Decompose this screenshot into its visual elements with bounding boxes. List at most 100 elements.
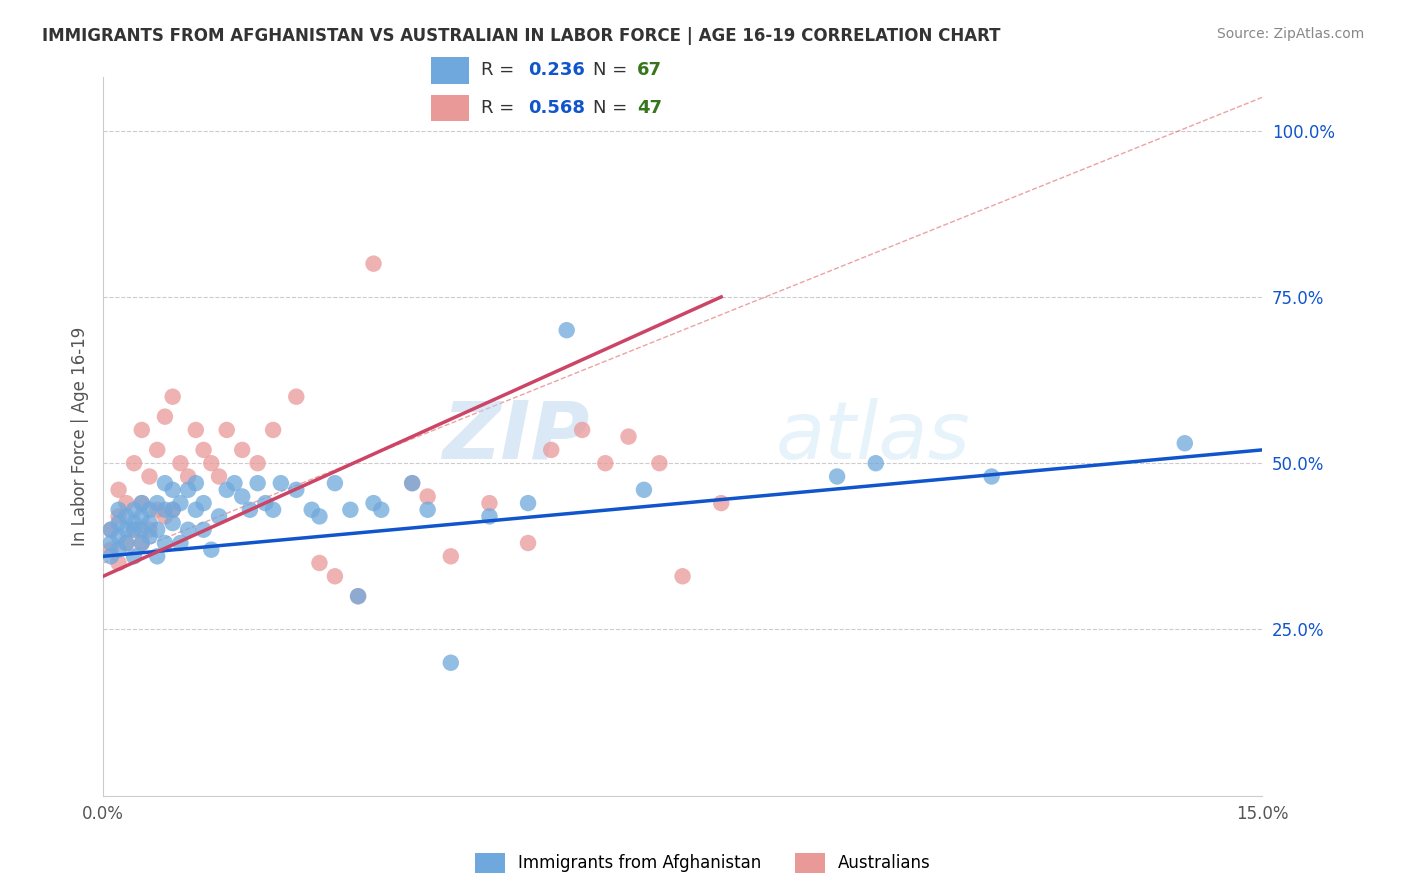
Point <box>100 523 122 537</box>
Point <box>122 502 145 516</box>
Point <box>115 536 138 550</box>
Point <box>200 542 222 557</box>
Point <box>107 516 129 530</box>
Point <box>107 502 129 516</box>
Point <box>138 516 160 530</box>
Point <box>162 390 184 404</box>
Point <box>138 502 160 516</box>
Point <box>440 656 463 670</box>
Bar <box>430 57 470 84</box>
Text: 67: 67 <box>637 62 662 79</box>
Point <box>115 523 138 537</box>
Point <box>595 456 617 470</box>
Point <box>339 502 361 516</box>
Point <box>323 569 346 583</box>
Text: Source: ZipAtlas.com: Source: ZipAtlas.com <box>1216 27 1364 41</box>
Point <box>370 502 392 516</box>
Text: 0.568: 0.568 <box>529 99 585 117</box>
Point <box>1174 436 1197 450</box>
Point <box>153 502 176 516</box>
Point <box>308 509 330 524</box>
Point <box>980 469 1002 483</box>
Point <box>825 469 848 483</box>
Point <box>671 569 693 583</box>
Point <box>262 423 284 437</box>
Point <box>308 556 330 570</box>
Point <box>193 442 215 457</box>
Point <box>107 529 129 543</box>
Point <box>131 423 153 437</box>
Point <box>323 476 346 491</box>
Point <box>239 502 262 516</box>
Point <box>571 423 593 437</box>
Point <box>231 490 253 504</box>
Point <box>107 509 129 524</box>
Point <box>347 589 370 603</box>
Point <box>107 556 129 570</box>
Point <box>254 496 277 510</box>
Point <box>710 496 733 510</box>
Point <box>224 476 246 491</box>
Point <box>131 496 153 510</box>
Point <box>146 549 169 564</box>
Point <box>122 523 145 537</box>
Point <box>617 429 640 443</box>
Point <box>231 442 253 457</box>
Point <box>162 502 184 516</box>
Point <box>478 509 501 524</box>
Point <box>517 536 540 550</box>
Point <box>246 456 269 470</box>
Point <box>100 542 122 557</box>
Point <box>401 476 423 491</box>
Point <box>555 323 578 337</box>
Point <box>122 516 145 530</box>
Point <box>122 523 145 537</box>
Point <box>246 476 269 491</box>
Point <box>131 536 153 550</box>
Point <box>107 483 129 497</box>
Point <box>270 476 292 491</box>
Point <box>146 496 169 510</box>
Text: ZIP: ZIP <box>443 398 591 475</box>
Point <box>200 456 222 470</box>
Point <box>416 502 439 516</box>
Point <box>122 549 145 564</box>
Point <box>193 523 215 537</box>
Point <box>177 483 200 497</box>
Point <box>100 523 122 537</box>
Point <box>347 589 370 603</box>
Bar <box>430 95 470 121</box>
Point <box>184 423 207 437</box>
Point <box>153 536 176 550</box>
Point <box>208 469 231 483</box>
Point <box>138 523 160 537</box>
Point <box>138 529 160 543</box>
Point <box>153 409 176 424</box>
Point <box>440 549 463 564</box>
Point <box>169 456 191 470</box>
Point <box>193 496 215 510</box>
Point <box>177 523 200 537</box>
Text: R =: R = <box>481 99 520 117</box>
Legend: Immigrants from Afghanistan, Australians: Immigrants from Afghanistan, Australians <box>468 847 938 880</box>
Point <box>153 476 176 491</box>
Point <box>184 502 207 516</box>
Point <box>285 390 308 404</box>
Point <box>138 469 160 483</box>
Point <box>363 257 385 271</box>
Point <box>131 496 153 510</box>
Text: IMMIGRANTS FROM AFGHANISTAN VS AUSTRALIAN IN LABOR FORCE | AGE 16-19 CORRELATION: IMMIGRANTS FROM AFGHANISTAN VS AUSTRALIA… <box>42 27 1001 45</box>
Point <box>301 502 323 516</box>
Y-axis label: In Labor Force | Age 16-19: In Labor Force | Age 16-19 <box>72 327 89 546</box>
Point <box>131 536 153 550</box>
Text: 47: 47 <box>637 99 662 117</box>
Point <box>115 509 138 524</box>
Text: atlas: atlas <box>775 398 970 475</box>
Text: N =: N = <box>593 62 633 79</box>
Point <box>162 516 184 530</box>
Point <box>115 496 138 510</box>
Point <box>146 523 169 537</box>
Point <box>401 476 423 491</box>
Point <box>146 442 169 457</box>
Point <box>517 496 540 510</box>
